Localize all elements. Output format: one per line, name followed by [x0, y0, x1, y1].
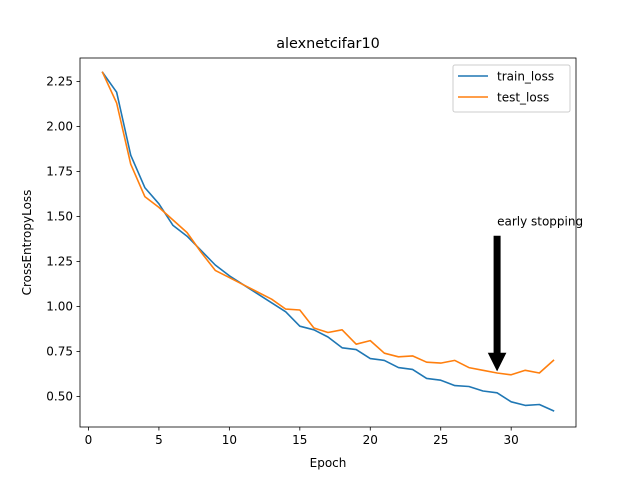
- y-tick-label: 1.50: [46, 210, 73, 224]
- annotation-arrow: [487, 235, 507, 372]
- annotation-text: early stopping: [497, 214, 583, 228]
- x-tick-label: 0: [85, 433, 93, 447]
- y-tick-label: 1.75: [46, 165, 73, 179]
- series-layer: [101, 71, 555, 412]
- legend-label-test-loss: test_loss: [497, 91, 549, 105]
- series-line-train-loss: [101, 71, 555, 412]
- x-tick-label: 25: [433, 433, 448, 447]
- y-tick-label: 0.75: [46, 345, 73, 359]
- x-tick-label: 30: [504, 433, 519, 447]
- y-tick-label: 2.25: [46, 75, 73, 89]
- y-tick-label: 1.00: [46, 300, 73, 314]
- x-tick-label: 10: [222, 433, 237, 447]
- y-axis-ticks: 0.50 0.75 1.00 1.25 1.50 1.75 2.00 2.25: [46, 75, 80, 404]
- annotation-layer: early stopping: [487, 214, 583, 372]
- y-tick-label: 2.00: [46, 120, 73, 134]
- series-line-test-loss: [101, 71, 555, 376]
- chart-title: alexnetcifar10: [276, 36, 380, 52]
- legend: train_loss test_loss: [452, 64, 571, 113]
- y-tick-label: 0.50: [46, 390, 73, 404]
- x-axis-ticks: 0 5 10 15 20 25 30: [85, 427, 519, 447]
- x-tick-label: 5: [155, 433, 163, 447]
- x-tick-label: 20: [363, 433, 378, 447]
- y-axis-label: CrossEntropyLoss: [20, 190, 34, 296]
- x-axis-label: Epoch: [310, 456, 347, 470]
- plot-area-frame: [79, 57, 577, 428]
- legend-label-train-loss: train_loss: [497, 70, 554, 84]
- y-tick-label: 1.25: [46, 255, 73, 269]
- x-tick-label: 15: [292, 433, 307, 447]
